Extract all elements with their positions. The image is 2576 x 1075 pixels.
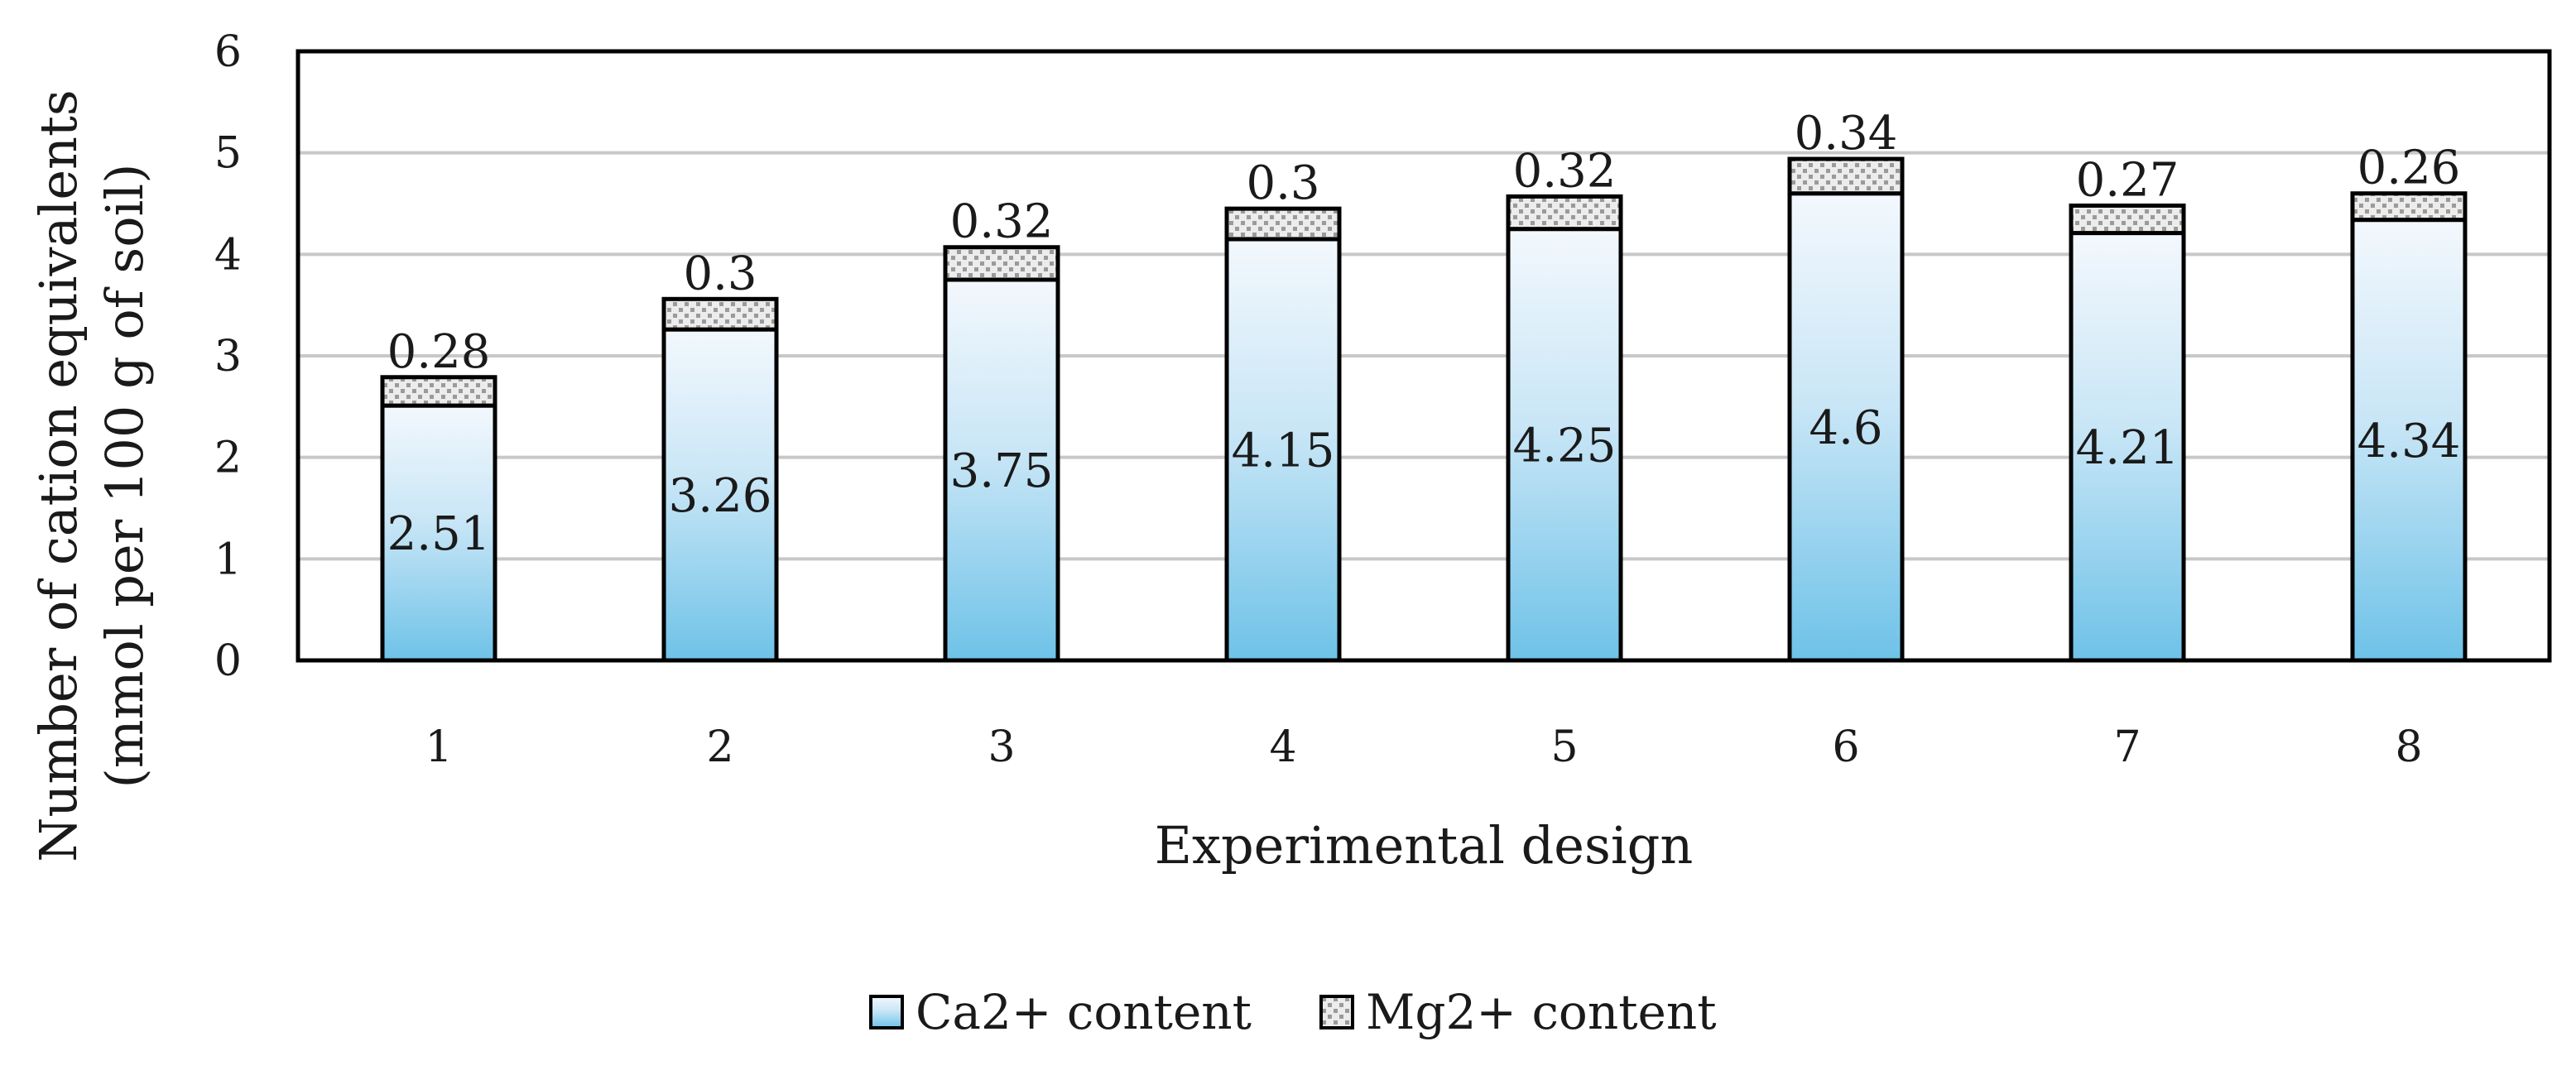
x-tick-label: 4: [1269, 722, 1296, 772]
bar-mg-8: [2350, 191, 2468, 223]
y-tick-label: 4: [214, 230, 242, 280]
x-tick-label: 5: [1550, 722, 1578, 772]
x-tick-labels: 1 2 3 4 5 6 7 8: [425, 722, 2422, 772]
data-labels: 2.51 0.28 3.26 0.3 3.75 0.32 4.15 0.3 4.25 0.32 4.…: [387, 107, 2461, 561]
x-tick-label: 6: [1832, 722, 1859, 772]
y-tick-label: 5: [214, 129, 242, 179]
bar-mg-4: [1224, 206, 1342, 242]
bar-mg-3: [943, 245, 1060, 282]
bars: [380, 156, 2468, 663]
bar-ca-8: [2350, 218, 2468, 663]
x-tick-label: 8: [2395, 722, 2422, 772]
y-tick-label: 1: [214, 535, 242, 584]
x-tick-label: 7: [2113, 722, 2141, 772]
y-axis-title-line-1: Number of cation equivalents: [28, 89, 89, 861]
data-label-mg: 0.34: [1795, 107, 1898, 161]
y-tick-label: 2: [214, 434, 242, 483]
legend-swatch-ca: [869, 995, 904, 1029]
data-label-ca: 3.75: [950, 444, 1054, 498]
y-tick-label: 6: [214, 27, 242, 77]
x-tick-label: 3: [988, 722, 1015, 772]
data-label-ca: 4.21: [2076, 421, 2180, 475]
legend-swatch-mg: [1319, 995, 1354, 1029]
bar-mg-5: [1506, 194, 1623, 232]
bar-mg-2: [661, 296, 779, 332]
data-label-ca: 2.51: [387, 507, 491, 561]
data-label-mg: 0.3: [1246, 156, 1319, 210]
x-tick-label: 1: [425, 722, 452, 772]
x-tick-label: 2: [706, 722, 733, 772]
data-label-ca: 4.34: [2357, 415, 2461, 468]
data-label-ca: 4.25: [1513, 419, 1617, 473]
data-label-mg: 0.26: [2357, 142, 2461, 195]
y-tick-labels: 0 1 2 3 4 5 6: [214, 27, 242, 686]
legend-label-mg: Mg2+ content: [1366, 984, 1717, 1040]
y-axis-title: Number of cation equivalents (mmol per 1…: [28, 89, 155, 861]
bar-ca-1: [380, 403, 497, 663]
data-label-mg: 0.3: [683, 247, 757, 300]
y-tick-label: 3: [214, 332, 242, 382]
data-label-mg: 0.32: [950, 195, 1054, 249]
bar-mg-6: [1787, 156, 1905, 196]
data-label-mg: 0.28: [387, 325, 491, 379]
bar-mg-1: [380, 375, 497, 408]
bar-ca-7: [2069, 231, 2186, 663]
y-axis-title-line-2: (mmol per 100 g of soil): [94, 164, 155, 789]
data-label-ca: 3.26: [669, 469, 772, 523]
legend-label-ca: Ca2+ content: [916, 984, 1252, 1040]
plot-area-border: [296, 49, 2552, 663]
data-label-ca: 4.6: [1809, 401, 1882, 455]
data-label-mg: 0.27: [2076, 153, 2180, 207]
bar-mg-7: [2069, 203, 2186, 236]
gridlines: [298, 151, 2550, 561]
x-axis-title: Experimental design: [1155, 815, 1694, 876]
data-label-mg: 0.32: [1513, 144, 1617, 198]
legend: Ca2+ content Mg2+ content: [869, 984, 1717, 1040]
data-label-ca: 4.15: [1232, 424, 1335, 478]
y-tick-label: 0: [214, 636, 242, 686]
